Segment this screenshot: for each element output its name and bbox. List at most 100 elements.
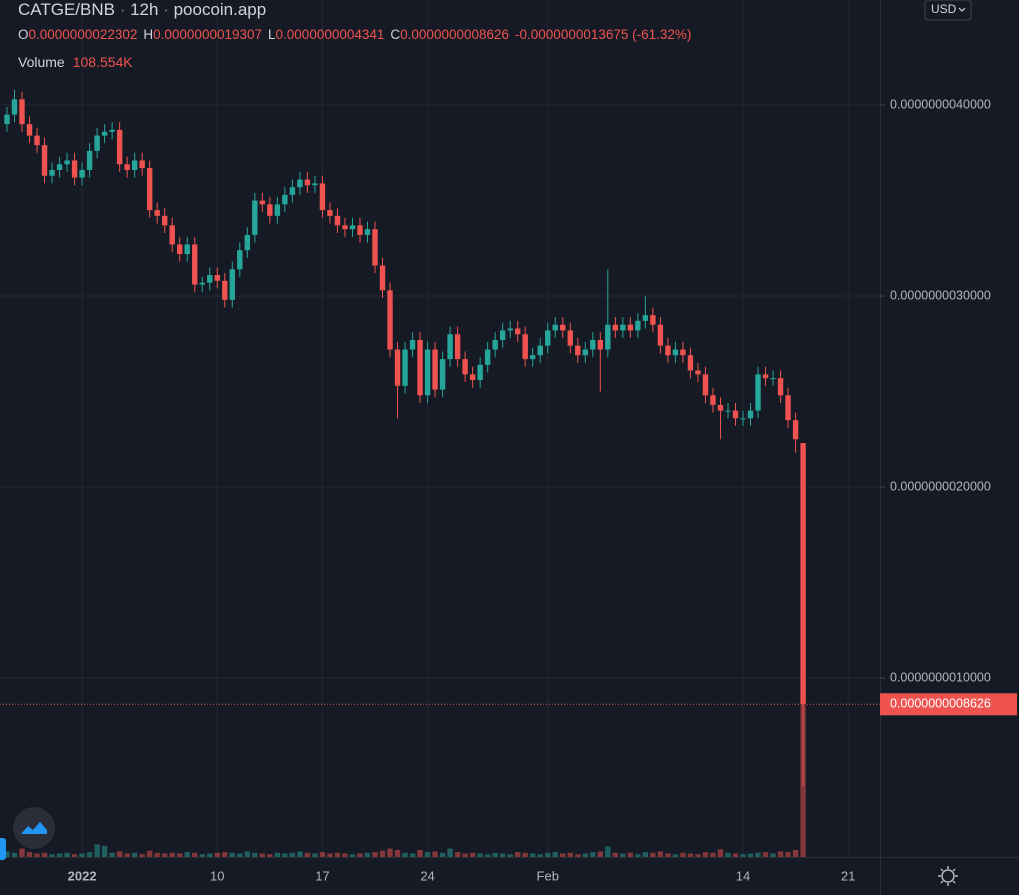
side-tab[interactable]: [0, 838, 6, 860]
candle-body: [695, 370, 701, 375]
candle-body: [507, 328, 513, 331]
volume-bar: [86, 852, 93, 857]
axes: 0.0000000040000 0.0000000030000 0.00000000…: [0, 97, 1017, 883]
ohlc-value: 0.0000000008626: [400, 27, 509, 42]
candle-body: [379, 265, 386, 291]
volume-bar: [665, 853, 671, 857]
volume-bar: [612, 852, 619, 857]
candle-body: [154, 210, 160, 216]
candle-body: [207, 275, 213, 283]
settings-button[interactable]: [938, 866, 958, 886]
gear-teeth[interactable]: [938, 866, 958, 886]
y-tick-label: 0.0000000020000: [890, 479, 991, 493]
candle-body: [372, 229, 378, 266]
volume-bar: [154, 852, 160, 857]
volume-bar: [560, 853, 566, 857]
candle-body: [146, 168, 153, 211]
candle-body: [484, 349, 491, 365]
volume-bar: [184, 852, 190, 857]
volume-bar: [792, 849, 799, 857]
volume-bar: [124, 853, 130, 857]
volume-bar: [229, 852, 236, 857]
candle-body: [349, 225, 356, 230]
logo-circle[interactable]: [13, 807, 55, 849]
volume-bar: [597, 851, 604, 857]
candle-body: [710, 395, 716, 405]
volume-bar: [762, 852, 769, 857]
volume-bar: [672, 854, 679, 857]
candle-body: [229, 269, 236, 300]
candle-body: [79, 169, 85, 178]
y-tick-label: 0.0000000030000: [890, 288, 991, 302]
candle-body: [800, 443, 806, 705]
volume-bar: [274, 852, 281, 857]
ohlc-line: O0.0000000022302 H0.0000000019307 L0.00000…: [18, 27, 691, 42]
volume-bar: [484, 854, 491, 857]
ohlc-key: C: [390, 27, 400, 42]
volume-bar: [349, 854, 356, 857]
candle-body: [560, 324, 566, 331]
candle-body: [672, 349, 679, 356]
candle-body: [499, 330, 506, 340]
candle-body: [139, 160, 145, 169]
candle-body: [334, 215, 341, 226]
volume-bar: [267, 854, 273, 857]
volume-bar: [545, 852, 551, 857]
volume-bar: [177, 853, 183, 857]
candle-body: [530, 355, 536, 360]
candle-body: [259, 200, 266, 205]
volume-bar: [319, 852, 326, 857]
currency-box[interactable]: [924, 0, 972, 21]
volume-bar: [710, 852, 716, 857]
candle-body: [635, 320, 641, 331]
volume-bar: [537, 854, 543, 857]
volume-bar: [650, 852, 656, 857]
volume-bar: [327, 853, 333, 857]
candle-body: [11, 99, 18, 115]
candle-body: [364, 229, 371, 235]
candle-body: [131, 160, 138, 170]
candle-body: [702, 374, 709, 396]
volume-bar: [732, 853, 739, 857]
logo-mark[interactable]: [21, 822, 47, 834]
volume-bar: [199, 854, 205, 857]
currency-caret[interactable]: [958, 7, 966, 12]
volume-bar: [116, 851, 123, 857]
symbol: CATGE/BNB: [18, 0, 115, 19]
gear-icon[interactable]: [941, 869, 955, 883]
volume-bar: [687, 853, 694, 857]
candle-body: [612, 324, 619, 331]
currency-button[interactable]: USD: [924, 0, 972, 21]
candle-body: [447, 334, 453, 360]
candle-body: [597, 339, 604, 350]
candle-body: [642, 315, 649, 321]
volume-bar: [530, 853, 536, 857]
y-tick-label: 0.0000000040000: [890, 97, 991, 111]
candle-body: [590, 339, 596, 350]
ohlc-key: O: [18, 27, 29, 42]
volume-bar: [575, 854, 581, 857]
volume-bar: [169, 852, 175, 857]
candle-body: [665, 345, 671, 356]
volume-bar: [259, 853, 266, 857]
ohlc-key: H: [143, 27, 153, 42]
volume-bar: [777, 851, 784, 857]
candle-body: [342, 225, 348, 230]
candle-body: [34, 135, 40, 146]
volume-bar: [379, 850, 386, 857]
candle-body: [214, 275, 220, 281]
volume-bar: [635, 854, 641, 857]
volume-bar: [590, 852, 596, 857]
candle-body: [177, 244, 183, 255]
candle-body: [237, 250, 243, 270]
currency[interactable]: USD: [931, 2, 957, 16]
candle-body: [184, 244, 190, 255]
volume-label: Volume 108.554K: [18, 54, 133, 70]
candle-body: [439, 359, 446, 390]
logo-button[interactable]: [13, 807, 55, 849]
candle-body: [680, 349, 686, 356]
volume-bar: [702, 852, 709, 857]
candle-body: [274, 204, 281, 216]
volume-bar: [642, 852, 649, 857]
